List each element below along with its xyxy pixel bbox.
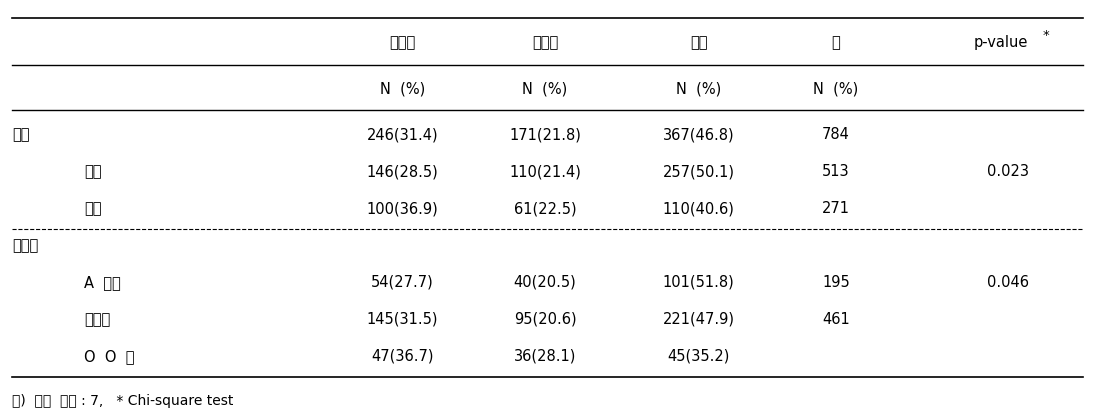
Text: 40(20.5): 40(20.5) xyxy=(514,275,577,290)
Text: 461: 461 xyxy=(822,312,850,327)
Text: 784: 784 xyxy=(822,127,850,142)
Text: 47(36.7): 47(36.7) xyxy=(371,349,434,364)
Text: 145(31.5): 145(31.5) xyxy=(367,312,438,327)
Text: 소년원: 소년원 xyxy=(84,312,110,327)
Text: 271: 271 xyxy=(822,201,850,216)
Text: 여자: 여자 xyxy=(84,201,101,216)
Text: 36(28.1): 36(28.1) xyxy=(514,349,576,364)
Text: 100(36.9): 100(36.9) xyxy=(367,201,438,216)
Text: 246(31.4): 246(31.4) xyxy=(367,127,438,142)
Text: 0.023: 0.023 xyxy=(988,164,1029,179)
Text: 195: 195 xyxy=(822,275,850,290)
Text: 367(46.8): 367(46.8) xyxy=(663,127,734,142)
Text: 257(50.1): 257(50.1) xyxy=(663,164,734,179)
Text: 171(21.8): 171(21.8) xyxy=(509,127,581,142)
Text: 남자: 남자 xyxy=(84,164,101,179)
Text: A  학교: A 학교 xyxy=(84,275,120,290)
Text: 집단별: 집단별 xyxy=(12,238,39,253)
Text: N  (%): N (%) xyxy=(676,81,721,96)
Text: 101(51.8): 101(51.8) xyxy=(663,275,734,290)
Text: *: * xyxy=(1043,28,1049,42)
Text: 61(22.5): 61(22.5) xyxy=(514,201,576,216)
Text: 146(28.5): 146(28.5) xyxy=(367,164,438,179)
Text: p-value: p-value xyxy=(973,35,1027,50)
Text: 54(27.7): 54(27.7) xyxy=(371,275,434,290)
Text: N  (%): N (%) xyxy=(814,81,859,96)
Text: 그렇다: 그렇다 xyxy=(389,35,415,50)
Text: 110(21.4): 110(21.4) xyxy=(509,164,581,179)
Text: 성별: 성별 xyxy=(12,127,30,142)
Text: 계: 계 xyxy=(831,35,840,50)
Text: 110(40.6): 110(40.6) xyxy=(663,201,734,216)
Text: 0.046: 0.046 xyxy=(988,275,1029,290)
Text: 221(47.9): 221(47.9) xyxy=(663,312,734,327)
Text: 45(35.2): 45(35.2) xyxy=(667,349,730,364)
Text: N  (%): N (%) xyxy=(380,81,425,96)
Text: O  O  고: O O 고 xyxy=(84,349,134,364)
Text: 513: 513 xyxy=(822,164,850,179)
Text: 주)  문항  결측 : 7,   * Chi-square test: 주) 문항 결측 : 7, * Chi-square test xyxy=(12,394,233,408)
Text: 95(20.6): 95(20.6) xyxy=(514,312,576,327)
Text: 아니다: 아니다 xyxy=(532,35,558,50)
Text: N  (%): N (%) xyxy=(522,81,568,96)
Text: 모름: 모름 xyxy=(690,35,708,50)
